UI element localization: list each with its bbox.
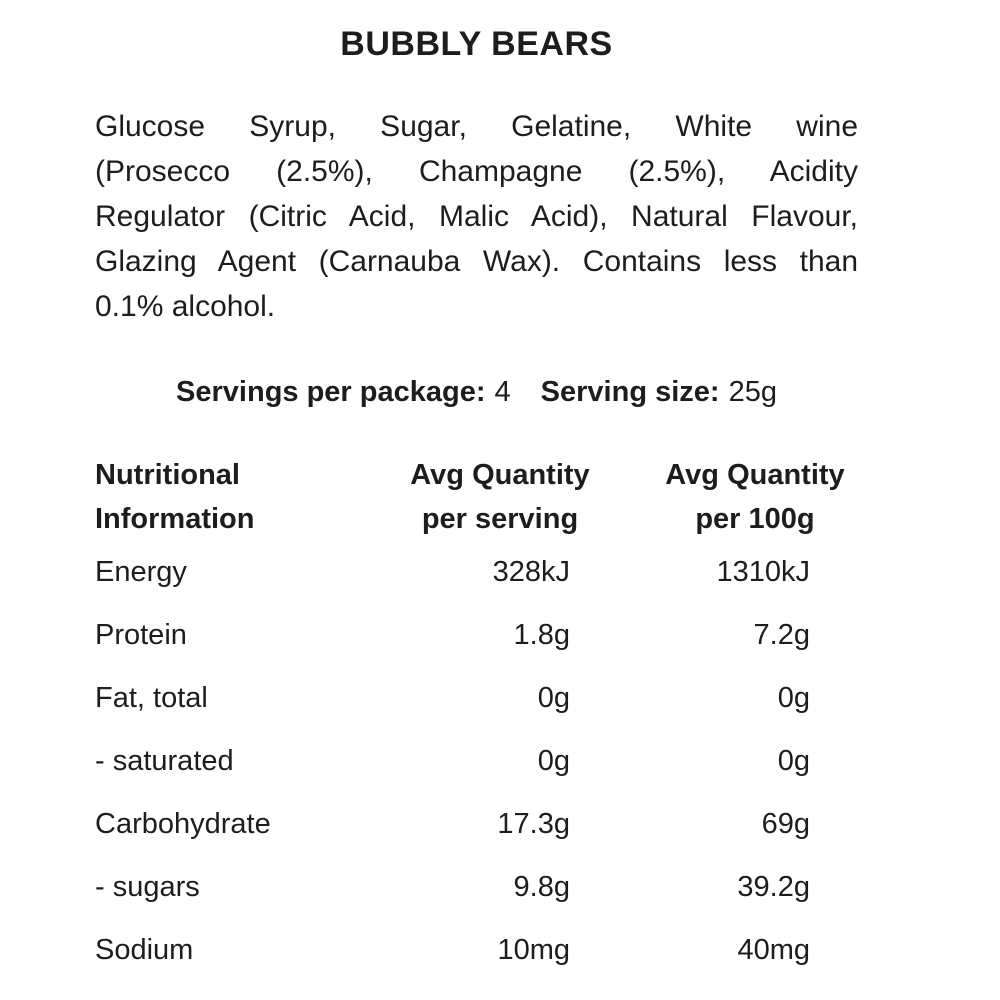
header-avg-quantity-per-100g: Avg Quantity per 100g: [595, 453, 915, 541]
per-serving-value: 1.8g: [513, 619, 570, 651]
per-100g-value: 69g: [761, 808, 810, 840]
header-line: Information: [95, 503, 255, 535]
servings-line: Servings per package: 4 Serving size: 25g: [95, 373, 858, 411]
per-serving-value: 9.8g: [513, 871, 570, 903]
nutrient-label: Sodium: [95, 934, 194, 966]
nutrient-label: Protein: [95, 619, 187, 651]
nutrient-label: Energy: [95, 556, 187, 588]
nutrient-label: - sugars: [95, 871, 200, 903]
ingredients-line: Glucose Syrup, Sugar, Gelatine, White wi…: [95, 110, 858, 143]
per-serving-value: 17.3g: [497, 808, 570, 840]
per-serving-value: 0g: [537, 745, 570, 777]
page-title: BUBBLY BEARS: [340, 25, 613, 63]
per-100g-value: 40mg: [737, 934, 810, 966]
per-serving-value: 328kJ: [492, 556, 570, 588]
per-serving-value: 0g: [537, 682, 570, 714]
nutrient-label: Carbohydrate: [95, 808, 271, 840]
per-serving-value: 10mg: [497, 934, 570, 966]
table-row: Carbohydrate 17.3g 69g: [95, 793, 915, 856]
header-line: Avg Quantity: [410, 459, 590, 491]
ingredients-line: Glazing Agent (Carnauba Wax). Contains l…: [95, 245, 858, 278]
ingredients-line: Regulator (Citric Acid, Malic Acid), Nat…: [95, 200, 858, 233]
serving-size-value: 25g: [728, 376, 777, 408]
header-line: Avg Quantity: [665, 459, 845, 491]
ingredients-line: (Prosecco (2.5%), Champagne (2.5%), Acid…: [95, 155, 858, 188]
ingredients-line: 0.1% alcohol.: [95, 290, 276, 323]
header-avg-quantity-per-serving: Avg Quantity per serving: [405, 453, 595, 541]
per-100g-value: 0g: [777, 745, 810, 777]
per-100g-value: 39.2g: [737, 871, 810, 903]
ingredients-paragraph: Glucose Syrup, Sugar, Gelatine, White wi…: [95, 104, 858, 329]
table-row: Energy 328kJ 1310kJ: [95, 541, 915, 604]
per-100g-value: 7.2g: [753, 619, 810, 651]
header-nutritional-information: Nutritional Information: [95, 453, 405, 541]
header-line: per serving: [421, 503, 579, 535]
table-header-row: Nutritional Information Avg Quantity per…: [95, 453, 915, 541]
nutrition-table: Nutritional Information Avg Quantity per…: [95, 453, 915, 982]
table-row: Protein 1.8g 7.2g: [95, 604, 915, 667]
servings-per-package-label: Servings per package:: [176, 376, 486, 408]
nutrient-label: - saturated: [95, 745, 234, 777]
table-row: Sodium 10mg 40mg: [95, 919, 915, 982]
per-100g-value: 0g: [777, 682, 810, 714]
table-row: Fat, total 0g 0g: [95, 667, 915, 730]
servings-per-package-value: 4: [494, 376, 511, 408]
table-row: - saturated 0g 0g: [95, 730, 915, 793]
table-row: - sugars 9.8g 39.2g: [95, 856, 915, 919]
serving-size-label: Serving size:: [540, 376, 720, 408]
header-line: Nutritional: [95, 459, 240, 491]
label-content: BUBBLY BEARS Glucose Syrup, Sugar, Gelat…: [95, 0, 858, 982]
per-100g-value: 1310kJ: [716, 556, 810, 588]
header-line: per 100g: [695, 503, 815, 535]
nutrient-label: Fat, total: [95, 682, 208, 714]
